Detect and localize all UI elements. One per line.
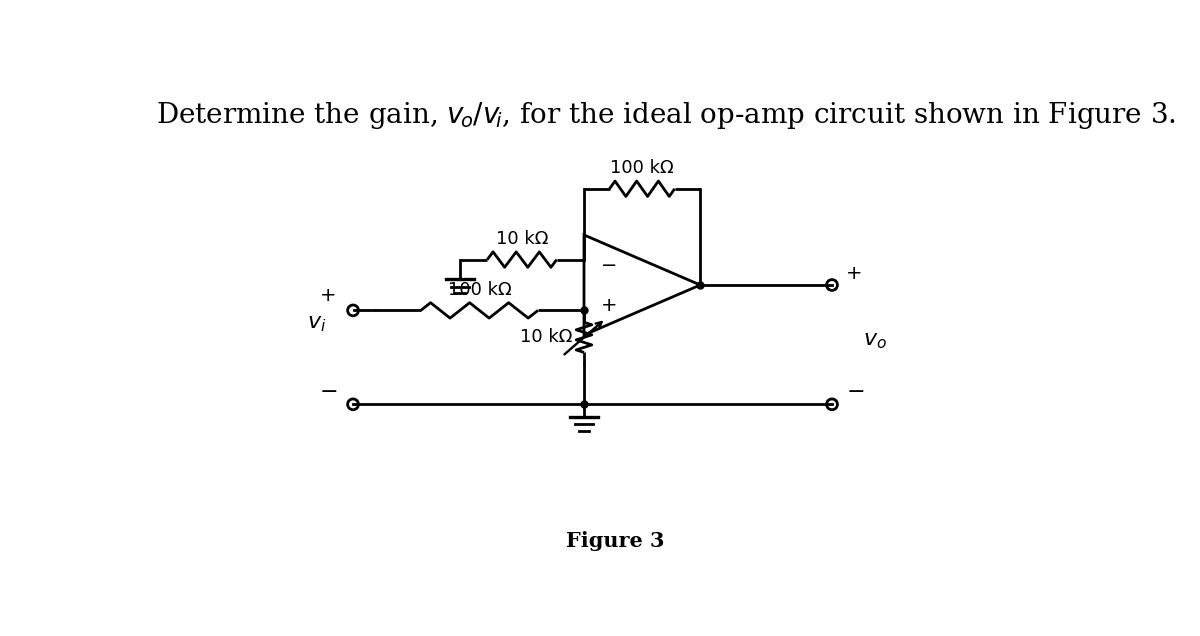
Text: $-$: $-$ — [600, 254, 616, 273]
Text: 100 kΩ: 100 kΩ — [448, 281, 511, 299]
Text: +: + — [846, 264, 863, 283]
Text: $v_i$: $v_i$ — [307, 314, 326, 335]
Text: Determine the gain, $v_{\!o}/v_{\!i}$, for the ideal op-amp circuit shown in Fig: Determine the gain, $v_{\!o}/v_{\!i}$, f… — [156, 100, 1176, 131]
Text: Figure 3: Figure 3 — [565, 532, 665, 551]
Text: $-$: $-$ — [319, 380, 337, 401]
Text: 10 kΩ: 10 kΩ — [520, 328, 572, 347]
Text: $-$: $-$ — [846, 380, 864, 401]
Text: $v_o$: $v_o$ — [863, 331, 887, 351]
Text: 10 kΩ: 10 kΩ — [496, 230, 548, 248]
Text: $+$: $+$ — [600, 296, 616, 315]
Text: 100 kΩ: 100 kΩ — [611, 159, 674, 177]
Text: +: + — [320, 286, 336, 305]
